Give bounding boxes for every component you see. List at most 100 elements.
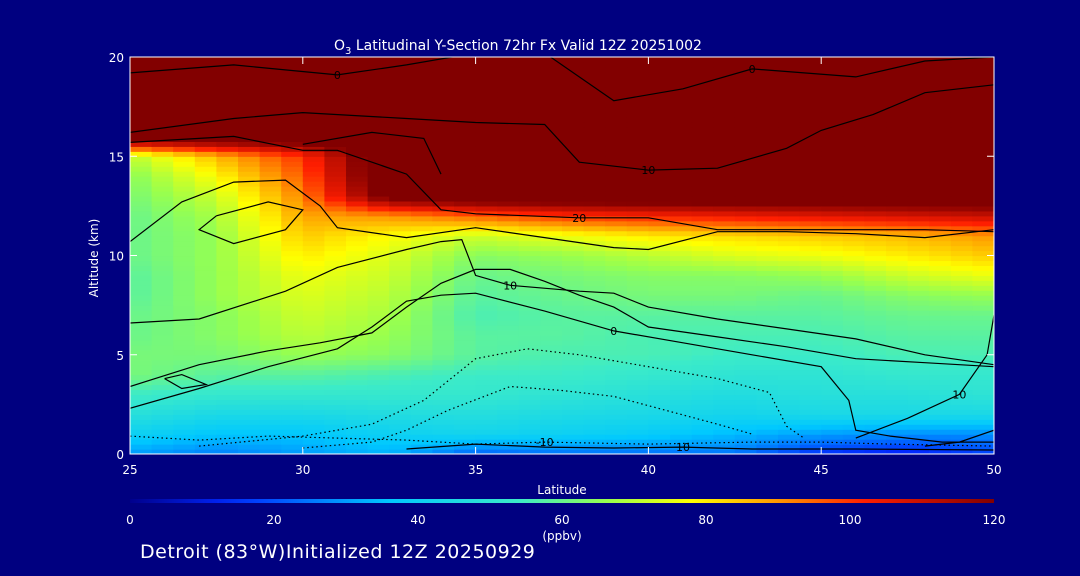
heatmap-cell — [950, 320, 973, 326]
heatmap-cell — [194, 404, 217, 410]
heatmap-cell — [886, 384, 909, 391]
heatmap-cell — [324, 394, 347, 401]
heatmap-cell — [130, 106, 153, 113]
heatmap-cell — [864, 449, 887, 454]
heatmap-cell — [518, 151, 541, 157]
heatmap-cell — [670, 359, 693, 366]
heatmap-cell — [518, 389, 541, 396]
heatmap-cell — [346, 225, 369, 232]
heatmap-cell — [324, 364, 347, 371]
heatmap-cell — [864, 359, 887, 366]
heatmap-cell — [302, 126, 325, 133]
heatmap-cell — [950, 364, 973, 371]
heatmap-cell — [605, 66, 628, 73]
heatmap-cell — [670, 275, 693, 281]
heatmap-cell — [410, 66, 433, 73]
heatmap-cell — [929, 116, 952, 123]
heatmap-cell — [259, 181, 282, 187]
heatmap-cell — [626, 419, 649, 425]
heatmap-cell — [778, 215, 801, 222]
heatmap-cell — [626, 260, 649, 267]
heatmap-cell — [389, 409, 412, 415]
heatmap-cell — [648, 86, 671, 93]
heatmap-cell — [432, 71, 455, 78]
heatmap-cell — [842, 275, 865, 281]
heatmap-cell — [648, 71, 671, 78]
heatmap-cell — [799, 250, 822, 257]
heatmap-cell — [799, 310, 822, 316]
heatmap-cell — [173, 329, 196, 336]
heatmap-cell — [475, 409, 498, 415]
heatmap-cell — [562, 126, 585, 133]
heatmap-cell — [864, 76, 887, 83]
heatmap-cell — [454, 111, 477, 118]
heatmap-cell — [691, 285, 714, 291]
heatmap-cell — [540, 280, 563, 286]
heatmap-cell — [648, 419, 671, 425]
heatmap-cell — [778, 96, 801, 103]
heatmap-cell — [799, 186, 822, 192]
heatmap-cell — [324, 449, 347, 454]
heatmap-cell — [821, 176, 844, 182]
heatmap-cell — [583, 424, 606, 430]
heatmap-cell — [216, 161, 239, 167]
heatmap-cell — [691, 349, 714, 356]
heatmap-cell — [713, 151, 736, 157]
heatmap-cell — [626, 111, 649, 118]
heatmap-cell — [562, 295, 585, 301]
heatmap-cell — [929, 310, 952, 316]
heatmap-cell — [130, 414, 153, 420]
heatmap-cell — [518, 414, 541, 420]
heatmap-cell — [756, 409, 779, 415]
heatmap-cell — [475, 116, 498, 123]
heatmap-cell — [670, 374, 693, 381]
heatmap-cell — [821, 285, 844, 291]
heatmap-cell — [605, 285, 628, 291]
heatmap-cell — [518, 315, 541, 321]
heatmap-cell — [713, 310, 736, 316]
heatmap-cell — [432, 285, 455, 291]
heatmap-cell — [540, 86, 563, 93]
heatmap-cell — [346, 230, 369, 237]
heatmap-cell — [562, 171, 585, 177]
heatmap-cell — [130, 285, 153, 291]
heatmap-cell — [691, 126, 714, 133]
heatmap-cell — [518, 429, 541, 435]
heatmap-cell — [281, 339, 304, 346]
heatmap-cell — [238, 364, 261, 371]
heatmap-cell — [972, 126, 994, 133]
heatmap-cell — [281, 57, 304, 63]
heatmap-cell — [713, 86, 736, 93]
heatmap-cell — [151, 449, 174, 454]
heatmap-cell — [562, 444, 585, 450]
heatmap-cell — [886, 260, 909, 267]
heatmap-cell — [691, 305, 714, 311]
heatmap-cell — [821, 86, 844, 93]
heatmap-cell — [151, 434, 174, 440]
heatmap-cell — [216, 111, 239, 118]
heatmap-cell — [389, 156, 412, 162]
heatmap-cell — [389, 176, 412, 182]
heatmap-cell — [907, 116, 930, 123]
heatmap-cell — [389, 111, 412, 118]
heatmap-cell — [281, 106, 304, 113]
heatmap-cell — [670, 434, 693, 440]
heatmap-cell — [799, 389, 822, 396]
heatmap-cell — [216, 250, 239, 257]
heatmap-cell — [907, 156, 930, 162]
heatmap-cell — [799, 220, 822, 227]
heatmap-cell — [151, 121, 174, 128]
heatmap-cell — [194, 444, 217, 450]
heatmap-cell — [583, 444, 606, 450]
heatmap-cell — [605, 349, 628, 356]
heatmap-cell — [238, 210, 261, 217]
heatmap-cell — [734, 329, 757, 336]
heatmap-cell — [475, 324, 498, 331]
heatmap-cell — [864, 320, 887, 326]
heatmap-cell — [691, 245, 714, 252]
heatmap-cell — [907, 290, 930, 296]
heatmap-cell — [324, 166, 347, 172]
heatmap-cell — [454, 215, 477, 222]
heatmap-cell — [821, 290, 844, 296]
heatmap-cell — [799, 424, 822, 430]
